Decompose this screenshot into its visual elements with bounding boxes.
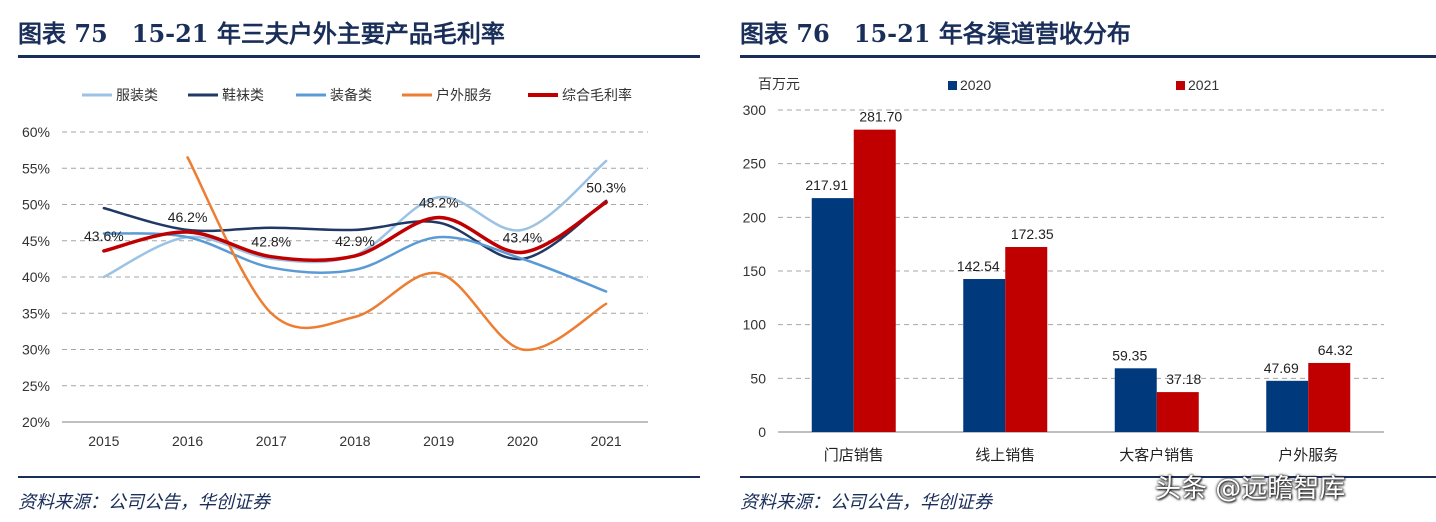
data-label: 217.91 <box>805 177 848 193</box>
left-source-note: 资料来源：公司公告，华创证券 <box>18 492 270 513</box>
x-tick-label: 2021 <box>591 433 622 449</box>
watermark: 头条 @远瞻智库 <box>1155 474 1346 504</box>
x-tick-label: 2016 <box>172 433 203 449</box>
legend-label: 户外服务 <box>436 87 492 103</box>
x-tick-label: 线上销售 <box>975 447 1035 464</box>
bar-2020 <box>1266 380 1309 432</box>
legend-label: 综合毛利率 <box>562 87 632 103</box>
legend: 服装类 鞋袜类 装备类 户外服务 综合毛利率 <box>82 87 632 103</box>
x-tick-label: 大客户销售 <box>1119 447 1194 464</box>
y-tick-label: 30% <box>22 342 50 358</box>
y-tick-label: 45% <box>22 233 50 249</box>
y-tick-label: 150 <box>743 263 767 279</box>
left-source-rule <box>18 476 700 478</box>
y-tick-label: 300 <box>743 102 767 118</box>
legend-label: 服装类 <box>116 87 158 103</box>
bar-2021 <box>1005 247 1048 432</box>
data-label: 64.32 <box>1318 342 1353 358</box>
y-tick-label: 0 <box>758 424 766 440</box>
right-title-rule <box>740 55 1436 58</box>
left-figure-panel: 图表 75 15-21 年三夫户外主要产品毛利率 20% 25% 30% 35% 40%… <box>0 0 700 522</box>
bar-2020 <box>963 279 1006 432</box>
right-source-rule <box>740 476 1436 478</box>
right-figure-title: 图表 76 15-21 年各渠道营收分布 <box>740 19 1131 48</box>
legend-label: 2020 <box>960 77 991 93</box>
y-tick-label: 50% <box>22 197 50 213</box>
x-tick-label: 2018 <box>339 433 370 449</box>
y-tick-label: 100 <box>743 317 767 333</box>
legend-swatch-2021 <box>1176 81 1185 90</box>
right-source-note: 资料来源：公司公告，华创证券 <box>740 492 992 513</box>
y-tick-label: 20% <box>22 414 50 430</box>
bar-2020 <box>1114 368 1157 432</box>
data-label: 142.54 <box>957 258 1000 274</box>
legend-label: 2021 <box>1188 77 1219 93</box>
y-tick-label: 60% <box>22 124 50 140</box>
data-label: 43.4% <box>503 229 543 245</box>
x-tick-label: 2015 <box>88 433 119 449</box>
series-line-3 <box>186 156 608 352</box>
data-label: 172.35 <box>1011 226 1054 242</box>
y-tick-label: 25% <box>22 378 50 394</box>
series-line-4 <box>102 200 608 263</box>
data-label: 42.9% <box>335 233 375 249</box>
x-tick-label: 2017 <box>256 433 287 449</box>
left-title-rule <box>18 55 700 58</box>
data-label: 48.2% <box>419 195 459 211</box>
bar-2021 <box>1308 362 1351 432</box>
y-tick-label: 250 <box>743 156 767 172</box>
bar-2020 <box>811 198 854 432</box>
y-tick-label: 40% <box>22 269 50 285</box>
gross-margin-line-chart: 20% 25% 30% 35% 40% 45% 50% 55% 60% 2015 2016 2017 2… <box>22 87 648 449</box>
y-unit-label: 百万元 <box>758 76 800 92</box>
data-label: 50.3% <box>586 179 626 195</box>
y-tick-label: 200 <box>743 209 767 225</box>
data-label: 43.6% <box>84 228 124 244</box>
data-label: 46.2% <box>168 209 208 225</box>
x-tick-label: 户外服务 <box>1278 447 1338 464</box>
left-figure-title: 图表 75 15-21 年三夫户外主要产品毛利率 <box>18 19 505 48</box>
legend-swatch-2020 <box>948 81 957 90</box>
data-label: 281.70 <box>859 109 902 125</box>
y-tick-label: 55% <box>22 160 50 176</box>
y-tick-label: 35% <box>22 305 50 321</box>
data-label: 59.35 <box>1112 347 1147 363</box>
bar-2021 <box>1156 392 1199 432</box>
legend-label: 鞋袜类 <box>222 87 264 103</box>
right-figure-panel: 图表 76 15-21 年各渠道营收分布 百万元 2020 2021 0 50 100 15… <box>720 0 1436 522</box>
bar-2021 <box>853 129 896 432</box>
data-label: 47.69 <box>1264 360 1299 376</box>
data-label: 42.8% <box>251 234 291 250</box>
x-tick-label: 门店销售 <box>824 447 884 464</box>
x-tick-label: 2020 <box>507 433 538 449</box>
legend-label: 装备类 <box>330 87 372 103</box>
channel-revenue-bar-chart: 百万元 2020 2021 0 50 100 150 200 250 300 217.91 281.7… <box>743 76 1384 464</box>
series-line-2 <box>102 232 608 293</box>
x-tick-label: 2019 <box>423 433 454 449</box>
data-label: 37.18 <box>1166 371 1201 387</box>
y-tick-label: 50 <box>750 370 766 386</box>
